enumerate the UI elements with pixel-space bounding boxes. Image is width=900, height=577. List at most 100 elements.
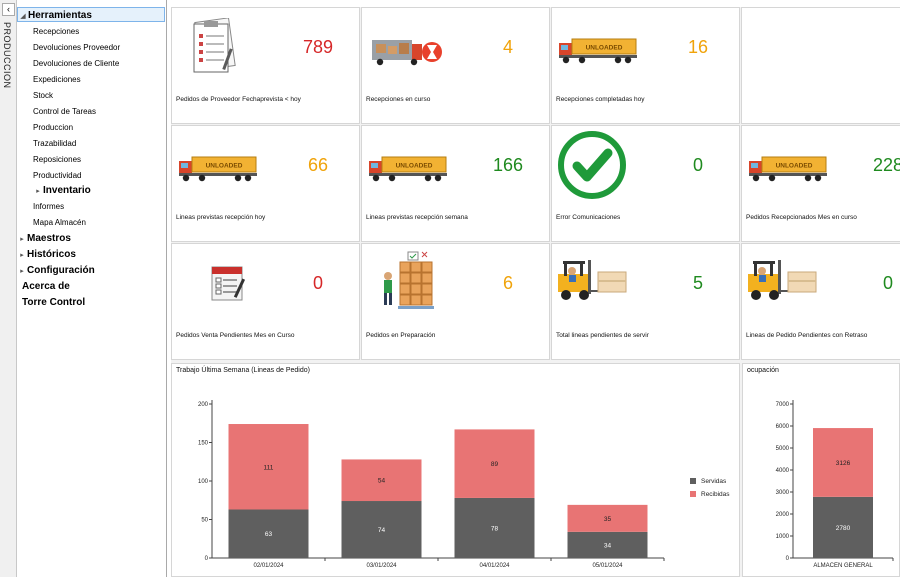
y-tick-label: 7000 <box>776 402 790 408</box>
tree-node-maestros[interactable]: ▸ Maestros <box>17 231 165 246</box>
tree-item-control-tareas[interactable]: Control de Tareas <box>33 107 96 116</box>
kpi-value: 6 <box>502 273 513 293</box>
tree-item-reposiciones[interactable]: Reposiciones <box>33 155 82 164</box>
tree-node-historicos[interactable]: ▸ Históricos <box>17 247 165 262</box>
kpi-value: 4 <box>502 37 513 57</box>
truck-label: UNLOADED <box>776 163 813 170</box>
weekly-chart-title: Trabajo Última Semana (Lineas de Pedido) <box>176 367 310 374</box>
kpi-tile[interactable]: 0 Error Comunicaciones <box>551 125 740 242</box>
bar-data-label: 3126 <box>836 460 851 467</box>
bar-data-label: 34 <box>604 542 612 549</box>
kpi-tile[interactable]: 0 Lineas de Pedido Pendientes con Retraso <box>741 243 900 360</box>
x-tick-label: 05/01/2024 <box>592 563 623 569</box>
kpi-value: 228 <box>872 155 900 175</box>
y-tick-label: 1000 <box>776 534 790 540</box>
bar-segment-recibidas <box>454 429 535 498</box>
tree-item-devoluciones-proveedor[interactable]: Devoluciones Proveedor <box>33 43 121 52</box>
y-tick-label: 2000 <box>776 512 790 518</box>
forklift-icon <box>554 258 630 309</box>
kpi-value: 5 <box>692 273 703 293</box>
navigation-tree: ◢ Herramientas Recepciones Devoluciones P… <box>17 0 167 577</box>
expanded-arrow-icon: ◢ <box>20 13 26 20</box>
x-tick-label: 04/01/2024 <box>479 563 510 569</box>
x-tick-label: 03/01/2024 <box>366 563 397 569</box>
unloaded-truck-icon: UNLOADED <box>748 154 832 189</box>
y-tick-label: 6000 <box>776 424 790 430</box>
y-tick-label: 3000 <box>776 490 790 496</box>
tree-item-mapa-almacen[interactable]: Mapa Almacén <box>33 218 86 227</box>
kpi-caption: Pedidos Venta Pendientes Mes en Curso <box>176 332 295 339</box>
bar-data-label: 35 <box>604 516 612 523</box>
tree-node-label: Históricos <box>27 249 76 260</box>
x-tick-label: 02/01/2024 <box>253 563 284 569</box>
order-form-icon <box>208 264 250 307</box>
tree-node-inventario[interactable]: ▸ Inventario <box>17 183 165 198</box>
kpi-tile[interactable]: 5 Total lineas pendientes de servir <box>551 243 740 360</box>
kpi-tile[interactable]: UNLOADED 228 Pedidos Recepcionados Mes en… <box>741 125 900 242</box>
bar-data-label: 111 <box>264 464 274 471</box>
truck-label: UNLOADED <box>586 45 623 52</box>
kpi-value: 166 <box>492 155 524 175</box>
rail-label[interactable]: PRODUCCION <box>2 22 12 89</box>
kpi-tile[interactable]: UNLOADED 66 Lineas previstas recepción ho… <box>171 125 360 242</box>
legend-label: Servidas <box>701 478 727 485</box>
y-tick-label: 50 <box>201 518 208 524</box>
tree-node-label: Herramientas <box>28 10 92 21</box>
tree-node-acerca[interactable]: Acerca de <box>22 281 70 292</box>
y-tick-label: 0 <box>205 556 209 562</box>
occupancy-panel: ocupación 0 1000 2000 3000 4000 5000 6000 7000 2… <box>742 363 900 577</box>
y-tick-label: 0 <box>786 556 790 562</box>
tree-item-trazabilidad[interactable]: Trazabilidad <box>33 139 77 148</box>
bar-segment-servidas <box>341 501 422 558</box>
kpi-value: 0 <box>692 155 703 175</box>
unloaded-truck-icon: UNLOADED <box>558 36 642 71</box>
bar-segment-servidas <box>813 496 873 558</box>
tree-item-expediciones[interactable]: Expediciones <box>33 75 81 84</box>
kpi-tile[interactable]: UNLOADED 166 Lineas previstas recepción s… <box>361 125 550 242</box>
tree-item-productividad[interactable]: Productividad <box>33 171 82 180</box>
bar-data-label: 2780 <box>836 525 851 532</box>
bar-segment-servidas <box>228 509 309 558</box>
bar-data-label: 63 <box>265 531 273 538</box>
y-tick-label: 200 <box>198 402 209 408</box>
kpi-tile[interactable]: UNLOADED 16 Recepciones completadas hoy <box>551 7 740 124</box>
tree-item-devoluciones-cliente[interactable]: Devoluciones de Cliente <box>33 59 120 68</box>
tree-node-herramientas[interactable]: ◢ Herramientas <box>17 7 165 22</box>
tree-node-configuracion[interactable]: ▸ Configuración <box>17 263 165 278</box>
legend-swatch-servidas <box>690 478 696 484</box>
tree-item-informes[interactable]: Informes <box>33 202 65 211</box>
kpi-value: 0 <box>312 273 323 293</box>
y-tick-label: 150 <box>198 441 209 447</box>
tree-item-recepciones[interactable]: Recepciones <box>33 27 80 36</box>
collapsed-arrow-icon: ▸ <box>20 236 24 243</box>
kpi-caption: Pedidos en Preparación <box>366 332 436 339</box>
collapse-rail-button[interactable]: ‹ <box>2 3 15 16</box>
kpi-tile[interactable]: 789 Pedidos de Proveedor Fechaprevista < … <box>171 7 360 124</box>
bar-data-label: 89 <box>491 461 499 468</box>
bar-data-label: 74 <box>378 527 386 534</box>
kpi-value: 0 <box>882 273 893 293</box>
bar-segment-recibidas <box>567 504 648 532</box>
kpi-value: 789 <box>302 37 334 57</box>
kpi-tile[interactable]: 6 Pedidos en Preparación <box>361 243 550 360</box>
tree-item-stock[interactable]: Stock <box>33 91 54 100</box>
kpi-tile[interactable]: 0 Pedidos Venta Pendientes Mes en Curso <box>171 243 360 360</box>
x-tick-label: ALMACEN GENERAL <box>813 563 873 569</box>
kpi-tile[interactable]: 4 Recepciones en curso <box>361 7 550 124</box>
collapsed-arrow-icon: ▸ <box>36 188 40 195</box>
worker-boxes-icon <box>376 248 436 315</box>
kpi-tile[interactable] <box>741 7 900 124</box>
tree-node-label: Maestros <box>27 233 71 244</box>
bar-segment-recibidas <box>341 459 422 502</box>
legend-swatch-recibidas <box>690 491 696 497</box>
tree-item-produccion[interactable]: Produccion <box>33 123 74 132</box>
kpi-caption: Pedidos Recepcionados Mes en curso <box>746 214 857 221</box>
tree-node-torre-control[interactable]: Torre Control <box>22 297 86 308</box>
weekly-work-panel: Trabajo Última Semana (Lineas de Pedido)… <box>171 363 740 577</box>
bar-segment-servidas <box>454 497 535 558</box>
kpi-caption: Total lineas pendientes de servir <box>556 332 649 339</box>
collapsed-arrow-icon: ▸ <box>20 268 24 275</box>
kpi-value: 66 <box>307 155 329 175</box>
weekly-work-chart: 0 50 100 150 200 63 111 02/01/2024 74 54 03/01/202… <box>198 400 730 569</box>
